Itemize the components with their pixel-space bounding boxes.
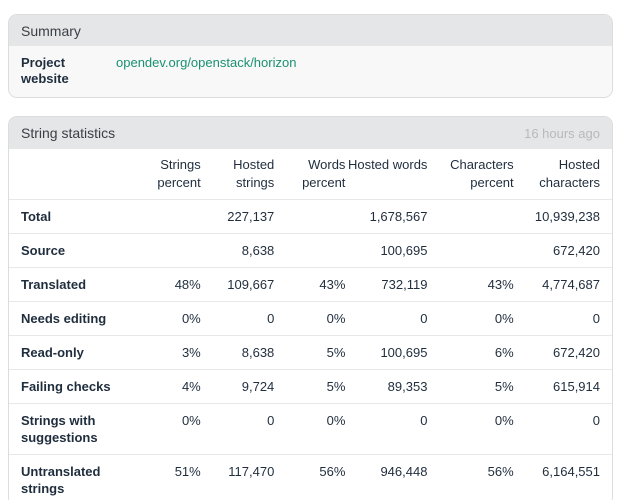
- column-header-characters-percent: Characters percent: [450, 157, 514, 190]
- cell-characters-percent: 6%: [494, 345, 514, 360]
- cell-hosted-characters: 672,420: [553, 243, 600, 258]
- cell-hosted-strings: 0: [267, 413, 275, 428]
- cell-hosted-characters: 0: [592, 413, 600, 428]
- cell-hosted-characters: 615,914: [553, 379, 600, 394]
- cell-words-percent: [274, 234, 345, 268]
- cell-hosted-words: 0: [420, 311, 428, 326]
- cell-words-percent: 5%: [326, 379, 346, 394]
- string-statistics-table: Strings percent Hosted strings Words per…: [9, 149, 612, 500]
- string-statistics-header: String statistics 16 hours ago: [9, 117, 612, 149]
- cell-characters-percent: 0%: [494, 311, 514, 326]
- cell-hosted-words: 732,119: [381, 277, 428, 292]
- row-label: Total: [21, 209, 52, 224]
- cell-hosted-words: 946,448: [380, 464, 428, 479]
- table-row-untranslated-strings: Untranslated strings 51% 117,470 56% 946…: [9, 454, 612, 500]
- row-label: Strings with suggestions: [21, 413, 98, 445]
- cell-hosted-strings: 117,470: [228, 464, 275, 479]
- cell-strings-percent: 4%: [181, 379, 201, 394]
- table-row-total: Total 227,137 1,678,567 10,939,238: [9, 199, 612, 234]
- cell-strings-percent: 3%: [181, 345, 201, 360]
- project-website-label: Project website: [21, 55, 69, 86]
- string-statistics-title: String statistics: [21, 125, 116, 141]
- cell-strings-percent: 48%: [174, 277, 201, 292]
- cell-hosted-words: 100,695: [380, 345, 428, 360]
- cell-hosted-characters: 10,939,238: [534, 209, 600, 224]
- cell-words-percent: 0%: [326, 413, 346, 428]
- column-header-words-percent: Words percent: [302, 157, 346, 190]
- cell-hosted-words: 0: [420, 413, 428, 428]
- cell-hosted-words: 89,353: [387, 379, 428, 394]
- summary-card-body: Project website opendev.org/openstack/ho…: [9, 46, 612, 97]
- cell-characters-percent: 5%: [494, 379, 514, 394]
- row-label: Source: [21, 243, 66, 258]
- cell-strings-percent: 0%: [181, 311, 201, 326]
- cell-hosted-words: 1,678,567: [369, 209, 428, 224]
- cell-hosted-words: 100,695: [380, 243, 428, 258]
- table-row-translated: Translated 48% 109,667 43% 732,119 43% 4…: [9, 267, 612, 302]
- row-label: Needs editing: [21, 311, 107, 326]
- corner-cell: [9, 149, 139, 200]
- cell-strings-percent: 51%: [174, 464, 201, 479]
- cell-characters-percent: 56%: [487, 464, 514, 479]
- table-row-strings-with-suggestions: Strings with suggestions 0% 0 0% 0 0% 0: [9, 403, 612, 455]
- cell-words-percent: 56%: [319, 464, 346, 479]
- cell-hosted-strings: 0: [267, 311, 275, 326]
- cell-hosted-strings: 8,638: [241, 243, 275, 258]
- table-header-row: Strings percent Hosted strings Words per…: [9, 149, 612, 200]
- cell-characters-percent: 0%: [494, 413, 514, 428]
- cell-characters-percent: [427, 200, 513, 234]
- cell-hosted-characters: 672,420: [553, 345, 600, 360]
- cell-words-percent: [274, 200, 345, 234]
- cell-hosted-strings: 8,638: [241, 345, 275, 360]
- cell-strings-percent: 0%: [181, 413, 201, 428]
- row-label: Failing checks: [21, 379, 111, 394]
- table-row-failing-checks: Failing checks 4% 9,724 5% 89,353 5% 615…: [9, 369, 612, 404]
- last-update-timestamp: 16 hours ago: [524, 126, 600, 141]
- row-label: Read-only: [21, 345, 84, 360]
- cell-characters-percent: 43%: [487, 277, 514, 292]
- column-header-hosted-words: Hosted words: [347, 157, 428, 172]
- project-website-link[interactable]: opendev.org/openstack/horizon: [116, 55, 297, 70]
- cell-hosted-characters: 6,164,551: [542, 464, 600, 479]
- row-label: Translated: [21, 277, 87, 292]
- string-statistics-card: String statistics 16 hours ago Strings p…: [8, 116, 613, 500]
- cell-hosted-characters: 0: [592, 311, 600, 326]
- cell-strings-percent: [139, 200, 201, 234]
- column-header-hosted-characters: Hosted characters: [539, 157, 600, 190]
- summary-title: Summary: [21, 23, 81, 39]
- cell-hosted-characters: 4,774,687: [542, 277, 600, 292]
- cell-hosted-strings: 9,724: [241, 379, 275, 394]
- cell-hosted-strings: 227,137: [227, 209, 275, 224]
- cell-words-percent: 5%: [326, 345, 346, 360]
- table-row-needs-editing: Needs editing 0% 0 0% 0 0% 0: [9, 301, 612, 336]
- cell-strings-percent: [139, 234, 201, 268]
- table-row-source: Source 8,638 100,695 672,420: [9, 233, 612, 268]
- summary-card: Summary Project website opendev.org/open…: [8, 14, 613, 98]
- column-header-hosted-strings: Hosted strings: [233, 157, 275, 190]
- cell-words-percent: 0%: [326, 311, 346, 326]
- row-label: Untranslated strings: [21, 464, 101, 496]
- cell-characters-percent: [427, 234, 513, 268]
- column-header-strings-percent: Strings percent: [157, 157, 201, 190]
- table-row-read-only: Read-only 3% 8,638 5% 100,695 6% 672,420: [9, 335, 612, 370]
- summary-card-header: Summary: [9, 15, 612, 46]
- cell-words-percent: 43%: [319, 277, 346, 292]
- cell-hosted-strings: 109,667: [227, 277, 275, 292]
